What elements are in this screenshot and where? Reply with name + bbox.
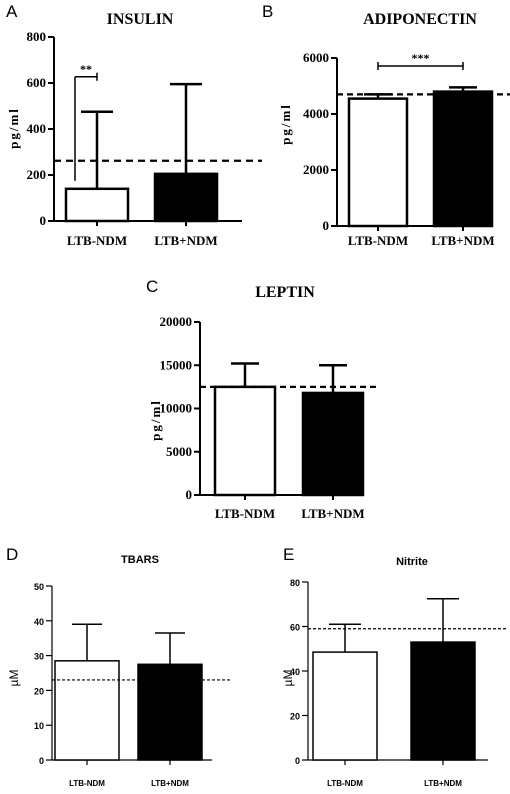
category-label: LTB-NDM [327,779,363,788]
panel-e-ylabel: µM [281,670,295,687]
panel-c-ylabel: pg/ml [148,399,163,441]
panel-d: D TBARS µM 0 10 20 30 40 50 LTB-NDM LTB+NDM [6,545,232,788]
bar-ltb-ndm [301,391,365,497]
category-label: LTB+NDM [424,779,462,788]
significance-label: *** [412,51,430,65]
bar-ltb-ndm [312,651,378,761]
category-label: LTB+NDM [151,779,189,788]
y-tick-label: 6000 [303,50,329,65]
panel-d-letter: D [6,545,18,564]
y-tick-label: 4000 [303,106,329,121]
panel-b: B ADIPONECTIN pg/ml 0 2000 4000 6000 LTB-NDM… [262,2,510,248]
bar-ltb-ndm [432,90,494,228]
y-tick-label: 600 [27,75,47,90]
y-tick-label: 800 [27,29,47,44]
panel-c-plot: 0 5000 10000 15000 20000 LTB-NDM LTB+NDM [160,314,378,521]
bar-ltb-ndm [153,172,219,223]
panel-e-letter: E [283,545,294,564]
y-tick-label: 0 [295,756,300,766]
panel-a-title: INSULIN [107,11,174,28]
y-tick-label: 400 [27,121,47,136]
y-tick-label: 15000 [160,357,193,372]
bar-ltb-ndm [137,663,203,761]
category-label: LTB-NDM [69,779,105,788]
y-tick-label: 0 [39,756,44,766]
bar-ltb-ndm [64,187,130,223]
y-tick-label: 0 [40,213,47,228]
panel-d-title: TBARS [121,554,159,566]
bar-ltb-ndm [54,660,120,761]
bar-ltb-ndm [347,97,409,228]
y-tick-label: 40 [34,617,44,627]
category-label: LTB-NDM [215,506,275,521]
panel-c-title: LEPTIN [255,284,315,301]
category-label: LTB+NDM [431,233,494,248]
y-tick-label: 200 [27,167,47,182]
panel-d-ylabel: µM [7,670,21,687]
y-tick-label: 20 [34,686,44,696]
panel-d-plot: 0 10 20 30 40 50 LTB-NDM LTB+NDM [34,582,232,788]
panel-e-title: Nitrite [396,556,428,568]
panel-a-ylabel: pg/ml [6,107,21,149]
y-tick-label: 20000 [160,314,193,329]
y-tick-label: 20 [290,712,300,722]
y-tick-label: 5000 [166,444,192,459]
panel-b-plot: 0 2000 4000 6000 LTB-NDM LTB+NDM *** [303,50,510,248]
panel-b-letter: B [262,2,273,21]
y-tick-label: 0 [323,218,330,233]
category-label: LTB-NDM [67,233,127,248]
y-tick-label: 40 [290,667,300,677]
panel-a-plot: 0 200 400 600 800 LTB-NDM LTB+NDM ** [27,29,262,248]
panel-b-ylabel: pg/ml [278,103,293,145]
y-tick-label: 2000 [303,162,329,177]
category-label: LTB+NDM [154,233,217,248]
panel-a: A INSULIN pg/ml 0 200 400 600 800 LTB-NDM LTB+… [6,2,262,248]
panel-e-plot: 0 20 40 60 80 LTB-NDM LTB+NDM [290,578,508,788]
panel-e: E Nitrite µM 0 20 40 60 80 LTB-NDM LTB+NDM [281,545,508,788]
y-tick-label: 30 [34,652,44,662]
category-label: LTB-NDM [348,233,408,248]
category-label: LTB+NDM [301,506,364,521]
panel-a-letter: A [6,2,18,21]
y-tick-label: 50 [34,582,44,592]
panel-c: C LEPTIN pg/ml 0 5000 10000 15000 20000 LTB-N… [146,277,378,521]
significance-label: ** [80,62,92,76]
panel-b-title: ADIPONECTIN [363,11,477,28]
y-tick-label: 0 [186,487,193,502]
y-tick-label: 60 [290,623,300,633]
y-tick-label: 10 [34,721,44,731]
bar-ltb-ndm [410,641,476,761]
y-tick-label: 10000 [160,401,193,416]
y-tick-label: 80 [290,578,300,588]
panel-c-letter: C [146,277,158,296]
bar-ltb-ndm [213,385,277,497]
